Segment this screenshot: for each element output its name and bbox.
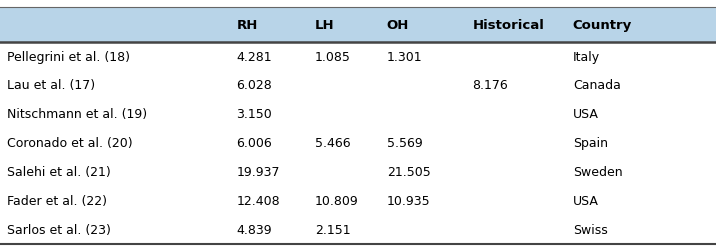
Text: Sweden: Sweden (573, 166, 622, 178)
Text: 3.150: 3.150 (236, 108, 272, 121)
FancyBboxPatch shape (0, 71, 716, 100)
Text: 2.151: 2.151 (315, 223, 351, 236)
Text: Italy: Italy (573, 50, 600, 63)
Text: Spain: Spain (573, 137, 608, 149)
Text: OH: OH (387, 18, 409, 32)
Text: 8.176: 8.176 (473, 79, 508, 92)
Text: Fader et al. (22): Fader et al. (22) (7, 194, 107, 207)
Text: 10.809: 10.809 (315, 194, 359, 207)
FancyBboxPatch shape (0, 8, 716, 42)
Text: 6.006: 6.006 (236, 137, 272, 149)
Text: 5.569: 5.569 (387, 137, 422, 149)
Text: Historical: Historical (473, 18, 544, 32)
Text: Swiss: Swiss (573, 223, 608, 236)
Text: LH: LH (315, 18, 334, 32)
FancyBboxPatch shape (0, 100, 716, 129)
Text: USA: USA (573, 108, 599, 121)
Text: Canada: Canada (573, 79, 621, 92)
Text: Coronado et al. (20): Coronado et al. (20) (7, 137, 132, 149)
FancyBboxPatch shape (0, 42, 716, 71)
Text: 19.937: 19.937 (236, 166, 280, 178)
Text: USA: USA (573, 194, 599, 207)
Text: Country: Country (573, 18, 632, 32)
Text: Nitschmann et al. (19): Nitschmann et al. (19) (7, 108, 147, 121)
Text: 5.466: 5.466 (315, 137, 351, 149)
FancyBboxPatch shape (0, 186, 716, 215)
Text: 4.281: 4.281 (236, 50, 272, 63)
FancyBboxPatch shape (0, 129, 716, 158)
Text: 1.301: 1.301 (387, 50, 422, 63)
Text: Lau et al. (17): Lau et al. (17) (7, 79, 95, 92)
Text: 21.505: 21.505 (387, 166, 430, 178)
Text: 10.935: 10.935 (387, 194, 430, 207)
Text: 1.085: 1.085 (315, 50, 351, 63)
Text: 6.028: 6.028 (236, 79, 272, 92)
FancyBboxPatch shape (0, 158, 716, 186)
Text: 4.839: 4.839 (236, 223, 272, 236)
Text: 12.408: 12.408 (236, 194, 280, 207)
Text: RH: RH (236, 18, 258, 32)
FancyBboxPatch shape (0, 215, 716, 244)
Text: Sarlos et al. (23): Sarlos et al. (23) (7, 223, 111, 236)
Text: Salehi et al. (21): Salehi et al. (21) (7, 166, 111, 178)
Text: Pellegrini et al. (18): Pellegrini et al. (18) (7, 50, 130, 63)
